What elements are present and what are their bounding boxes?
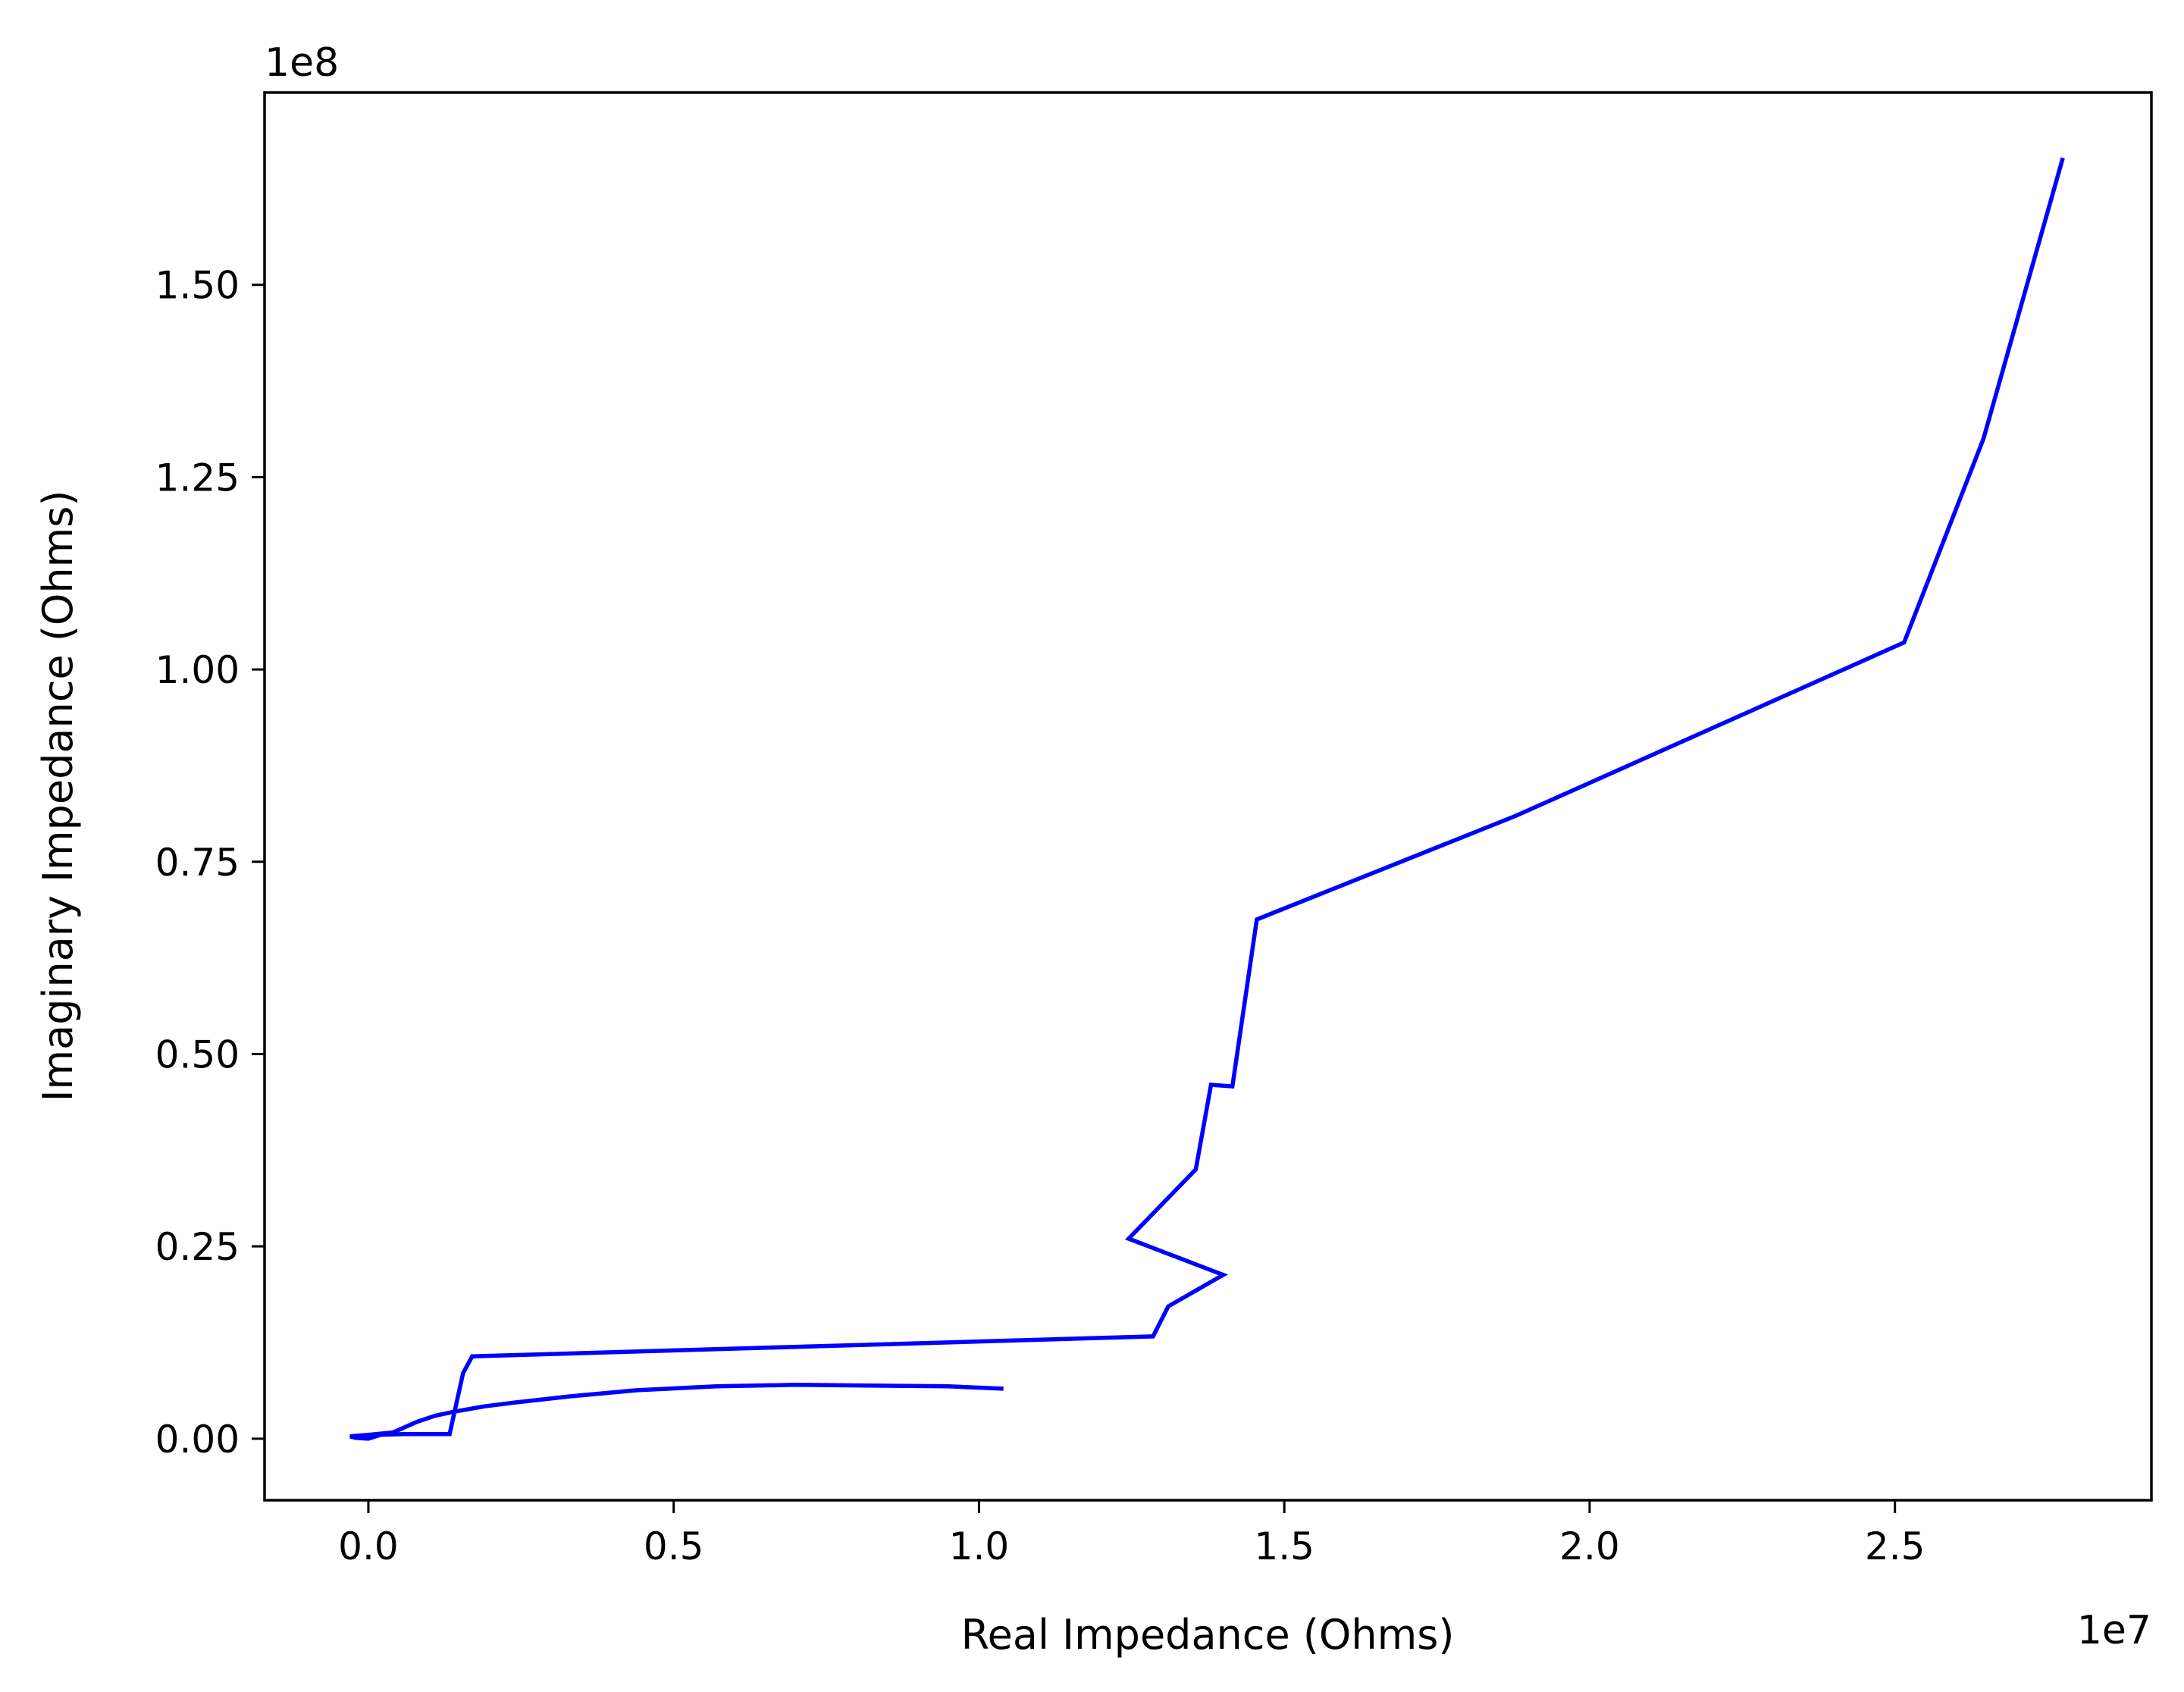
y-tick-label: 0.25	[155, 1225, 240, 1269]
data-layer	[349, 157, 2065, 1441]
y-tick-label: 0.50	[155, 1032, 240, 1076]
y-tick-label: 1.25	[155, 456, 240, 500]
y-tick-label: 1.00	[155, 648, 240, 692]
series-line-0	[349, 157, 2065, 1441]
x-offset-text: 1e7	[2077, 1608, 2151, 1653]
x-axis-label: Real Impedance (Ohms)	[961, 1611, 1455, 1659]
plot-area: 0.0 0.5 1.0 1.5 2.0 2.5 0.00 0.25 0.50 0.75 1.00 1…	[155, 91, 2153, 1568]
x-tick-label: 2.0	[1559, 1524, 1620, 1568]
y-tick-label: 0.00	[155, 1418, 240, 1462]
x-tick-label: 1.0	[949, 1524, 1010, 1568]
y-offset-text: 1e8	[265, 40, 339, 86]
y-tick-label: 0.75	[155, 841, 240, 885]
y-tick-label: 1.50	[155, 264, 240, 308]
x-ticks: 0.0 0.5 1.0 1.5 2.0 2.5	[338, 1500, 1925, 1568]
x-tick-label: 0.0	[338, 1524, 399, 1568]
y-axis-label: Imaginary Impedance (Ohms)	[34, 490, 82, 1102]
y-ticks: 0.00 0.25 0.50 0.75 1.00 1.25 1.50	[155, 264, 265, 1462]
x-tick-label: 0.5	[644, 1524, 704, 1568]
x-tick-label: 1.5	[1254, 1524, 1314, 1568]
axes-frame	[263, 91, 2153, 1502]
x-tick-label: 2.5	[1865, 1524, 1925, 1568]
